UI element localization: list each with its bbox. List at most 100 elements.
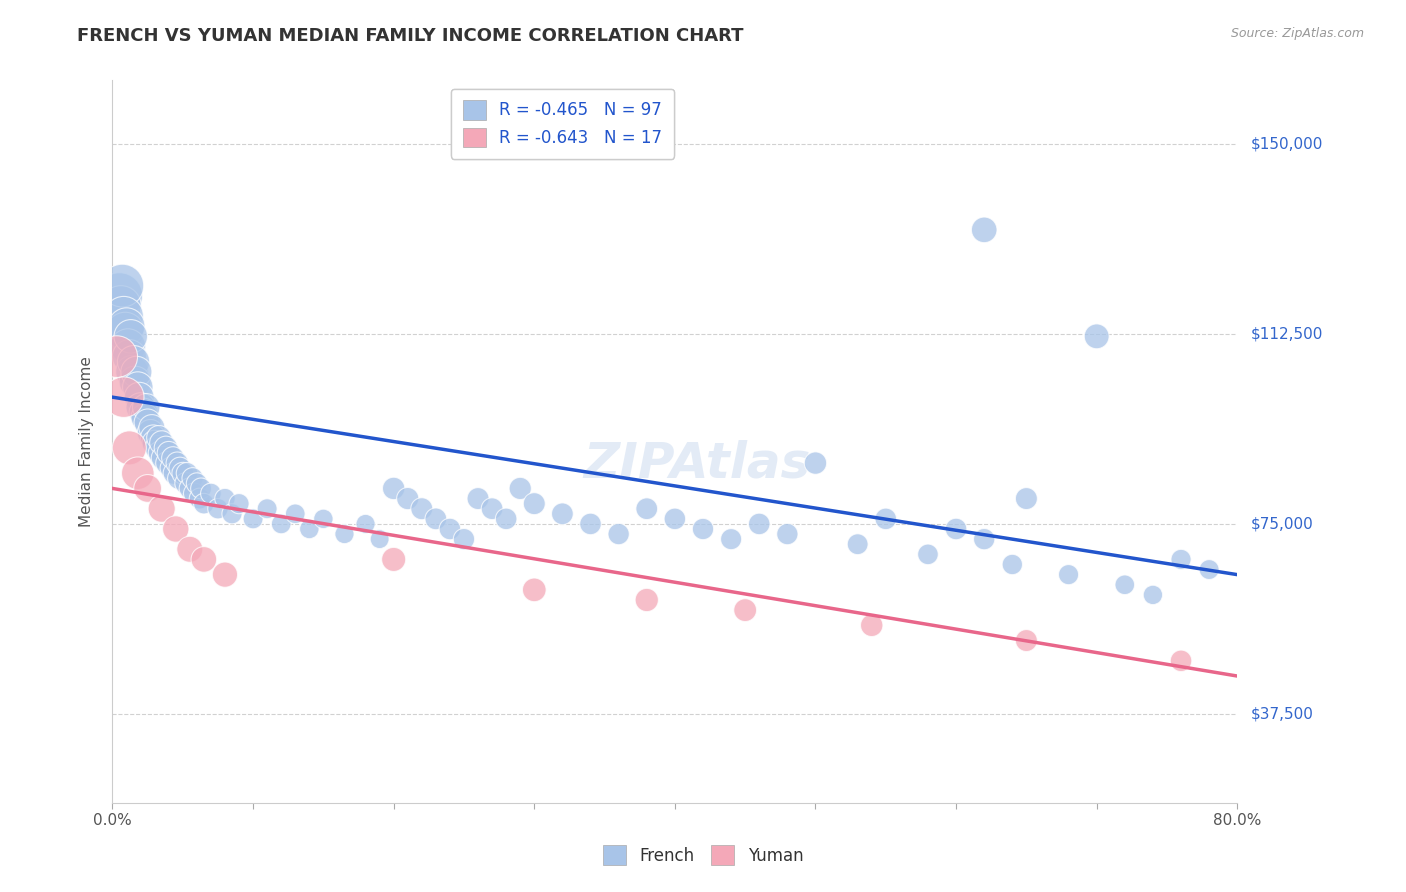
- Point: [228, 497, 250, 511]
- Point: [166, 456, 188, 470]
- Point: [136, 482, 159, 496]
- Point: [105, 350, 128, 364]
- Text: FRENCH VS YUMAN MEDIAN FAMILY INCOME CORRELATION CHART: FRENCH VS YUMAN MEDIAN FAMILY INCOME COR…: [77, 27, 744, 45]
- Point: [124, 375, 146, 389]
- Point: [134, 410, 156, 425]
- Point: [172, 467, 194, 481]
- Point: [112, 309, 135, 323]
- Point: [143, 435, 166, 450]
- Point: [128, 390, 150, 404]
- Point: [579, 516, 602, 531]
- Point: [221, 507, 243, 521]
- Y-axis label: Median Family Income: Median Family Income: [79, 356, 94, 527]
- Point: [1170, 654, 1192, 668]
- Legend: French, Yuman: French, Yuman: [592, 836, 814, 875]
- Point: [425, 512, 447, 526]
- Point: [523, 582, 546, 597]
- Point: [114, 324, 136, 338]
- Point: [945, 522, 967, 536]
- Point: [157, 446, 180, 460]
- Point: [453, 532, 475, 546]
- Point: [1114, 578, 1136, 592]
- Point: [509, 482, 531, 496]
- Point: [1015, 633, 1038, 648]
- Point: [382, 482, 405, 496]
- Point: [214, 567, 236, 582]
- Point: [125, 365, 148, 379]
- Point: [636, 593, 658, 607]
- Point: [193, 497, 215, 511]
- Point: [495, 512, 517, 526]
- Point: [481, 501, 503, 516]
- Point: [169, 461, 191, 475]
- Point: [162, 450, 184, 465]
- Text: Source: ZipAtlas.com: Source: ZipAtlas.com: [1230, 27, 1364, 40]
- Point: [396, 491, 419, 506]
- Point: [156, 456, 179, 470]
- Point: [973, 223, 995, 237]
- Point: [105, 314, 128, 328]
- Point: [607, 527, 630, 541]
- Point: [118, 441, 141, 455]
- Point: [354, 516, 377, 531]
- Point: [127, 467, 149, 481]
- Point: [129, 401, 152, 415]
- Point: [917, 547, 939, 561]
- Point: [1015, 491, 1038, 506]
- Point: [141, 420, 163, 434]
- Point: [200, 486, 222, 500]
- Point: [333, 527, 356, 541]
- Point: [467, 491, 489, 506]
- Point: [108, 289, 131, 303]
- Point: [875, 512, 897, 526]
- Point: [139, 425, 162, 440]
- Point: [155, 441, 177, 455]
- Point: [411, 501, 433, 516]
- Point: [132, 405, 155, 419]
- Point: [776, 527, 799, 541]
- Point: [846, 537, 869, 551]
- Point: [193, 552, 215, 566]
- Point: [214, 491, 236, 506]
- Point: [112, 390, 135, 404]
- Point: [1198, 563, 1220, 577]
- Point: [1085, 329, 1108, 343]
- Point: [207, 501, 229, 516]
- Point: [636, 501, 658, 516]
- Text: $37,500: $37,500: [1251, 706, 1315, 722]
- Point: [1142, 588, 1164, 602]
- Point: [136, 416, 159, 430]
- Point: [1057, 567, 1080, 582]
- Point: [804, 456, 827, 470]
- Point: [186, 476, 208, 491]
- Point: [188, 491, 211, 506]
- Point: [120, 329, 142, 343]
- Point: [142, 431, 165, 445]
- Point: [1001, 558, 1024, 572]
- Point: [179, 542, 201, 557]
- Point: [284, 507, 307, 521]
- Point: [242, 512, 264, 526]
- Point: [121, 365, 143, 379]
- Text: $75,000: $75,000: [1251, 516, 1315, 532]
- Point: [115, 319, 138, 334]
- Point: [163, 467, 186, 481]
- Point: [181, 471, 204, 485]
- Point: [150, 501, 173, 516]
- Point: [298, 522, 321, 536]
- Point: [368, 532, 391, 546]
- Point: [148, 431, 170, 445]
- Point: [146, 441, 169, 455]
- Point: [176, 467, 198, 481]
- Point: [149, 446, 172, 460]
- Point: [256, 501, 278, 516]
- Point: [664, 512, 686, 526]
- Point: [111, 278, 134, 293]
- Point: [110, 299, 132, 313]
- Point: [1170, 552, 1192, 566]
- Point: [190, 482, 212, 496]
- Point: [183, 486, 205, 500]
- Point: [692, 522, 714, 536]
- Point: [160, 461, 183, 475]
- Text: ZIPAtlas: ZIPAtlas: [583, 439, 811, 487]
